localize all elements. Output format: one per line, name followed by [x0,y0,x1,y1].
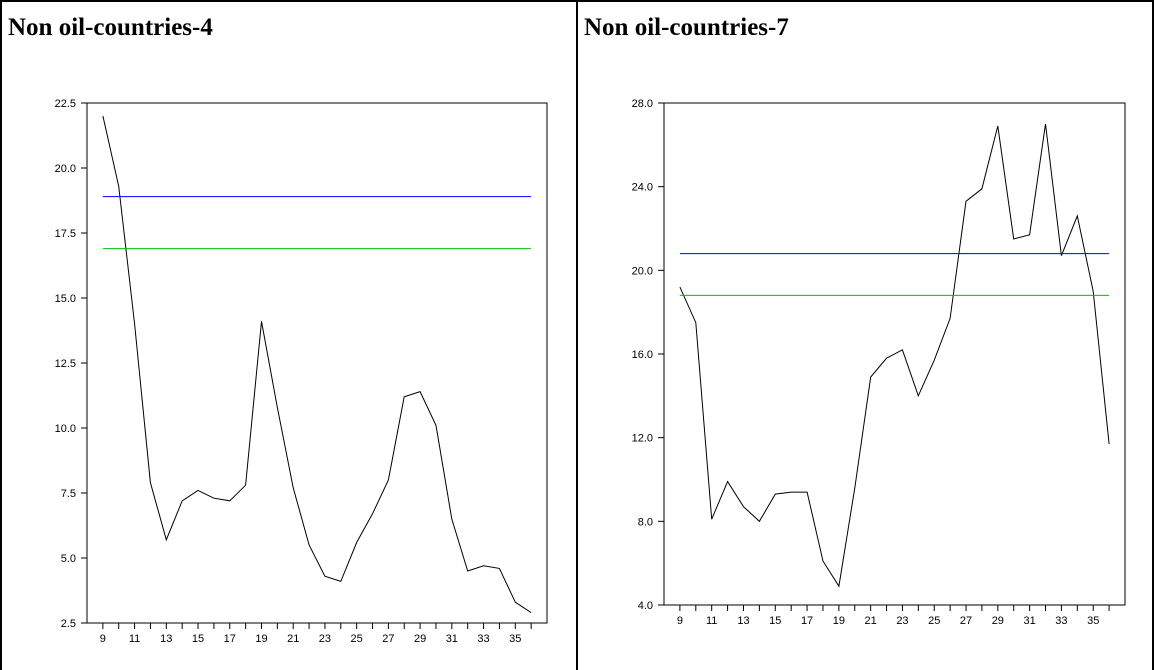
y-tick-label: 22.5 [55,98,76,110]
x-tick-label: 21 [865,615,877,627]
x-tick-label: 19 [833,615,845,627]
x-tick-label: 17 [801,615,813,627]
x-tick-label: 17 [224,633,236,645]
line-chart-left: 2.5 5.0 7.5 10.0 12.5 15.0 17.5 20.0 22.5 9 11 13 15… [55,98,548,645]
y-tick-label: 20.0 [55,163,76,175]
y-tick-label: 28.0 [632,98,653,110]
x-tick-label: 11 [129,633,140,645]
x-tick-label: 15 [769,615,781,627]
x-tick-label: 35 [1087,615,1099,627]
y-tick-label: 10.0 [55,423,76,435]
plot-frame [86,102,548,624]
y-tick-label: 15.0 [55,293,76,305]
chart-title: Non oil-countries-7 [584,14,789,41]
x-tick-label: 29 [992,615,1004,627]
x-tick-label: 31 [1023,615,1035,627]
x-tick-label: 19 [255,633,267,645]
series-line-data [102,115,532,614]
chart-panel-right: Non oil-countries-7 4.0 8.0 12.0 16.0 20.0 24… [577,0,1154,670]
y-tick-label: 8.0 [638,516,653,528]
x-tick-label: 11 [706,615,717,627]
x-tick-label: 13 [737,615,749,627]
series-line-data [679,123,1110,588]
x-tick-label: 13 [160,633,172,645]
y-tick-label: 4.0 [638,600,653,612]
chart-title: Non oil-countries-4 [8,14,213,41]
x-tick-label: 9 [677,615,683,627]
x-tick-label: 31 [446,633,458,645]
x-tick-label: 35 [509,633,521,645]
x-tick-label: 27 [382,633,394,645]
y-tick-label: 7.5 [61,488,76,500]
x-tick-label: 25 [351,633,363,645]
y-tick-label: 12.5 [55,358,76,370]
x-tick-label: 21 [287,633,299,645]
line-chart-right: 4.0 8.0 12.0 16.0 20.0 24.0 28.0 9 11 13 15 17 19 21 2… [632,98,1126,627]
x-tick-label: 23 [896,615,908,627]
y-tick-label: 17.5 [55,228,76,240]
x-tick-label: 23 [319,633,331,645]
chart-panel-left: Non oil-countries-4 2.5 5.0 7.5 10.0 12.5 15.… [0,0,577,670]
y-tick-label: 2.5 [61,618,76,630]
x-tick-label: 9 [100,633,106,645]
y-tick-label: 16.0 [632,349,653,361]
y-tick-label: 24.0 [632,182,653,194]
x-tick-label: 27 [960,615,972,627]
x-tick-label: 15 [192,633,204,645]
x-tick-label: 29 [414,633,426,645]
x-tick-label: 25 [928,615,940,627]
y-tick-label: 20.0 [632,265,653,277]
y-tick-label: 5.0 [61,553,76,565]
x-tick-label: 33 [477,633,489,645]
y-tick-label: 12.0 [632,433,653,445]
x-tick-label: 33 [1055,615,1067,627]
